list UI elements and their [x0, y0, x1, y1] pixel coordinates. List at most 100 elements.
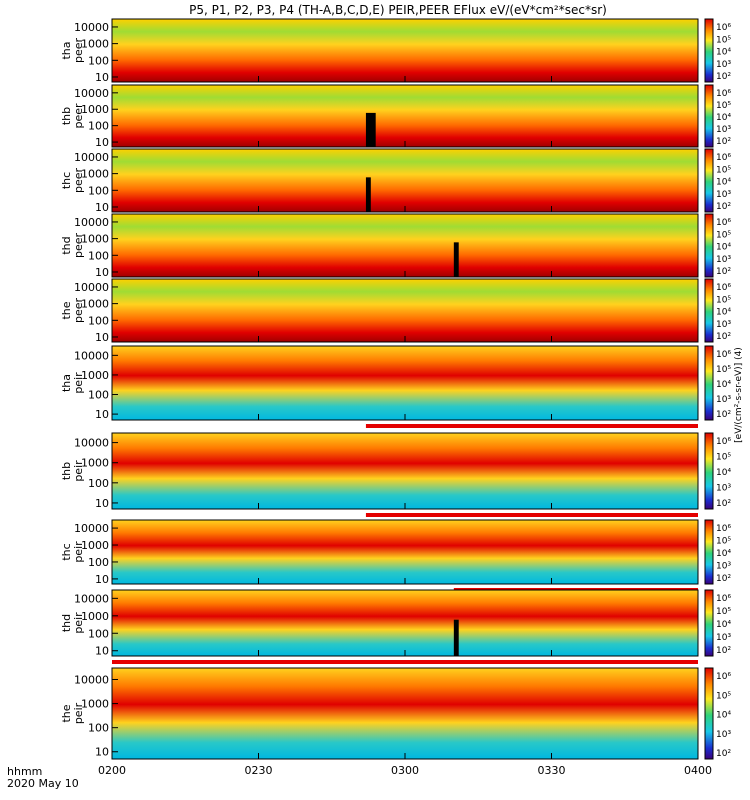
thb-peir-panel-label: thbpeir	[60, 460, 85, 482]
time-tick-label: 0400	[684, 764, 712, 777]
thd-peir-colorbar-tick: 10³	[716, 633, 731, 643]
thb-peer-ytick-label: 1000	[81, 103, 109, 116]
thd-peir-ytick-label: 10	[95, 645, 109, 658]
time-axis-label: hhmm	[7, 765, 42, 778]
thb-peir-colorbar-tick: 10³	[716, 484, 731, 494]
thd-peir-colorbar-tick: 10⁶	[716, 594, 731, 604]
thb-peir-ytick-label: 10000	[74, 437, 109, 450]
thc-peir-ytick-label: 100	[88, 556, 109, 569]
thb-peir-ytick-label: 1000	[81, 457, 109, 470]
thd-peer-ytick-label: 1000	[81, 233, 109, 246]
thc-peer-data-gap	[365, 177, 371, 212]
tha-peer-colorbar-tick: 10⁵	[716, 35, 731, 45]
thb-peir-colorbar-tick: 10⁶	[716, 437, 731, 447]
thb-peer-ytick-label: 100	[88, 120, 109, 133]
thc-peir-spectrogram	[112, 520, 698, 584]
tha-peer-colorbar-tick: 10²	[716, 72, 731, 82]
the-peir-colorbar-tick: 10⁶	[716, 672, 731, 682]
thd-peir-ytick-label: 100	[88, 627, 109, 640]
thb-peir-colorbar-tick: 10²	[716, 499, 731, 509]
tha-peer-colorbar-tick: 10⁴	[716, 48, 731, 58]
thd-peir-data-gap	[453, 619, 459, 656]
thb-peer-colorbar-tick: 10²	[716, 137, 731, 147]
tha-peir-colorbar-tick: 10³	[716, 395, 731, 405]
thb-peer-panel-label: thbpeer	[60, 103, 85, 129]
thd-peer-ytick-label: 10000	[74, 216, 109, 229]
thc-peer-ytick-label: 1000	[81, 168, 109, 181]
tha-peer-ytick-label: 10	[95, 71, 109, 84]
thb-peer-colorbar-tick: 10⁵	[716, 101, 731, 111]
tha-peer-spectrogram	[112, 19, 698, 82]
the-peer-colorbar-tick: 10³	[716, 320, 731, 330]
tha-peer-colorbar-tick: 10³	[716, 60, 731, 70]
thb-peir-colorbar	[704, 432, 714, 510]
thd-peir-ytick-label: 10000	[74, 592, 109, 605]
the-peer-colorbar-tick: 10⁴	[716, 308, 731, 318]
thb-peir-status-bar	[365, 513, 698, 517]
the-peer-colorbar-tick: 10²	[716, 332, 731, 342]
the-peir-colorbar-tick: 10²	[716, 749, 731, 759]
thc-peer-ytick-label: 10000	[74, 151, 109, 164]
thc-peer-ytick-label: 10	[95, 201, 109, 214]
thd-peer-spectrogram	[112, 214, 698, 277]
the-peer-spectrogram	[112, 279, 698, 342]
thc-peer-colorbar	[704, 148, 714, 213]
the-peir-panel-label: thepeir	[60, 702, 85, 724]
thc-peir-colorbar-tick: 10³	[716, 562, 731, 572]
thc-peer-spectrogram	[112, 149, 698, 212]
the-peer-ytick-label: 1000	[81, 298, 109, 311]
thb-peer-ytick-label: 10	[95, 136, 109, 149]
time-tick-label: 0300	[391, 764, 419, 777]
tha-peir-ytick-label: 100	[88, 389, 109, 402]
thc-peer-colorbar-tick: 10⁵	[716, 165, 731, 175]
thb-peer-ytick-label: 10000	[74, 87, 109, 100]
thb-peer-spectrogram	[112, 85, 698, 147]
thc-peer-ytick-label: 100	[88, 184, 109, 197]
thc-peer-panel-label: thcpeer	[60, 168, 85, 194]
thd-peer-panel-label: thdpeer	[60, 233, 85, 259]
thc-peir-colorbar-tick: 10⁴	[716, 549, 731, 559]
thb-peir-ytick-label: 100	[88, 477, 109, 490]
the-peir-ytick-label: 10	[95, 746, 109, 759]
tha-peer-ytick-label: 10000	[74, 21, 109, 34]
thc-peer-colorbar-tick: 10²	[716, 202, 731, 212]
thd-peir-colorbar	[704, 589, 714, 657]
the-peer-ytick-label: 100	[88, 314, 109, 327]
tha-peer-colorbar	[704, 18, 714, 83]
tha-peer-panel-label: thapeer	[60, 38, 85, 64]
tha-peir-panel-label: thapeir	[60, 372, 85, 394]
the-peir-colorbar-tick: 10³	[716, 730, 731, 740]
tha-peir-colorbar-tick: 10⁵	[716, 365, 731, 375]
thc-peir-colorbar-tick: 10⁶	[716, 524, 731, 534]
thd-peir-panel-label: thdpeir	[60, 612, 85, 634]
thd-peer-data-gap	[453, 242, 459, 277]
thd-peer-colorbar-tick: 10⁴	[716, 243, 731, 253]
the-peir-colorbar-tick: 10⁴	[716, 711, 731, 721]
figure-title: P5, P1, P2, P3, P4 (TH-A,B,C,D,E) PEIR,P…	[189, 3, 607, 17]
the-peer-ytick-label: 10	[95, 331, 109, 344]
the-peir-colorbar-tick: 10⁵	[716, 691, 731, 701]
thc-peir-ytick-label: 1000	[81, 539, 109, 552]
thd-peir-colorbar-tick: 10⁵	[716, 607, 731, 617]
thd-peir-colorbar-tick: 10⁴	[716, 620, 731, 630]
thc-peir-colorbar-tick: 10²	[716, 574, 731, 584]
thb-peer-colorbar-tick: 10⁶	[716, 89, 731, 99]
thd-peer-colorbar-tick: 10⁶	[716, 218, 731, 228]
thd-peir-status-bar	[112, 660, 698, 664]
the-peer-colorbar	[704, 278, 714, 343]
thc-peir-panel-label: thcpeir	[60, 541, 85, 563]
the-peer-ytick-label: 10000	[74, 281, 109, 294]
thd-peer-ytick-label: 100	[88, 249, 109, 262]
the-peir-ytick-label: 100	[88, 722, 109, 735]
tha-peir-colorbar	[704, 345, 714, 421]
thc-peer-colorbar-tick: 10⁴	[716, 178, 731, 188]
tha-peer-colorbar-tick: 10⁶	[716, 23, 731, 33]
thd-peir-spectrogram	[112, 590, 698, 656]
tha-peer-ytick-label: 100	[88, 54, 109, 67]
thd-peer-colorbar-tick: 10²	[716, 267, 731, 277]
the-peir-ytick-label: 1000	[81, 698, 109, 711]
tha-peir-colorbar-tick: 10⁴	[716, 380, 731, 390]
thb-peer-colorbar-tick: 10⁴	[716, 113, 731, 123]
tha-peer-ytick-label: 1000	[81, 38, 109, 51]
